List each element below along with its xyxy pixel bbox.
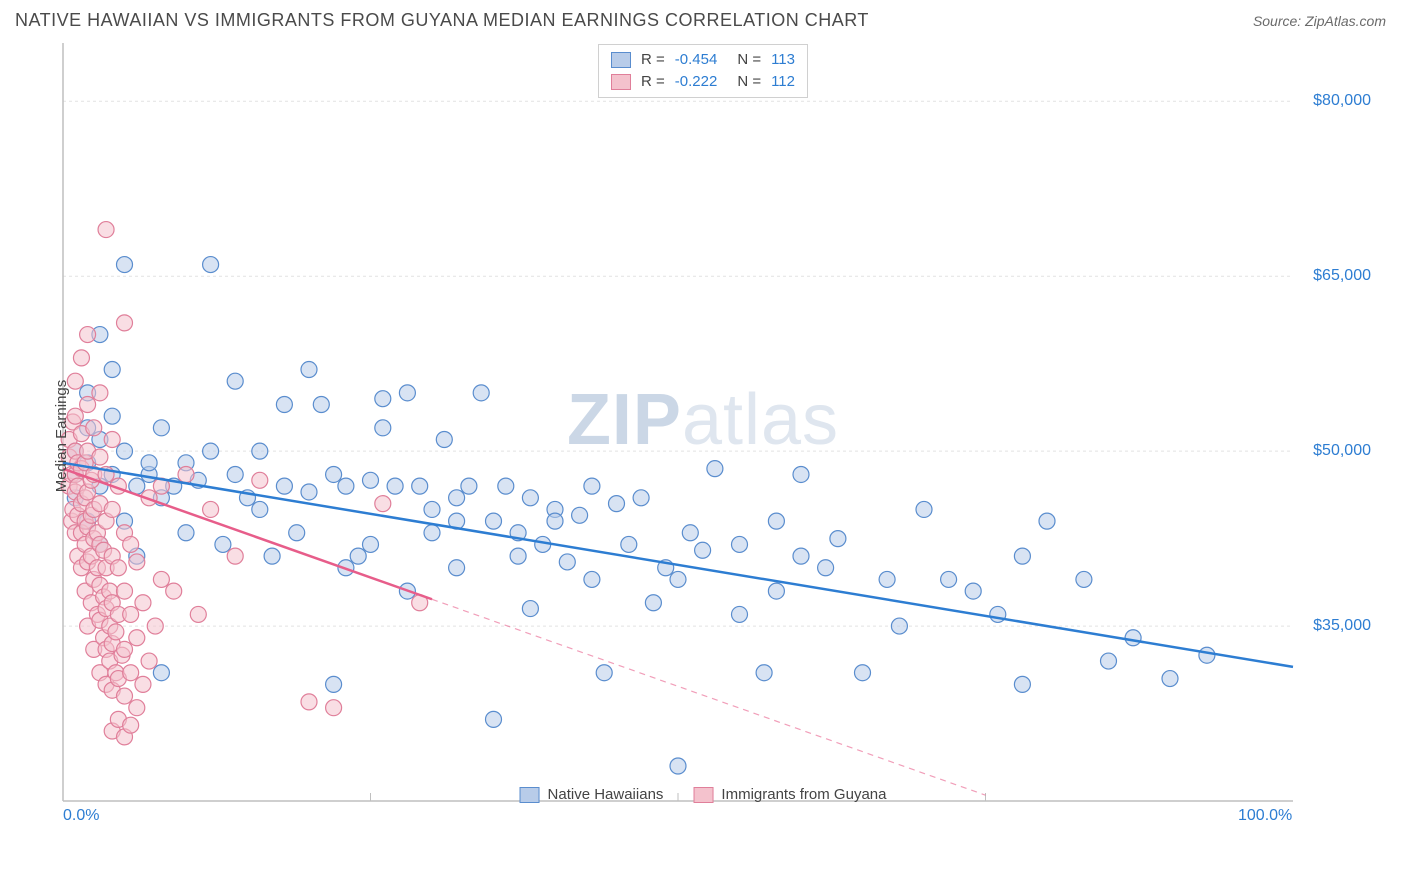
stats-swatch — [611, 74, 631, 90]
r-label: R = — [641, 71, 665, 93]
r-value: -0.454 — [675, 49, 718, 71]
legend-label: Immigrants from Guyana — [721, 786, 886, 803]
legend-item: Immigrants from Guyana — [693, 786, 886, 803]
r-label: R = — [641, 49, 665, 71]
scatter-chart — [15, 41, 1365, 831]
correlation-stats-box: R = -0.454 N = 113R = -0.222 N = 112 — [598, 44, 808, 98]
y-tick-label: $80,000 — [1313, 92, 1371, 110]
legend-label: Native Hawaiians — [548, 786, 664, 803]
n-value: 113 — [771, 49, 795, 71]
legend-item: Native Hawaiians — [520, 786, 664, 803]
stats-swatch — [611, 52, 631, 68]
r-value: -0.222 — [675, 71, 718, 93]
legend-swatch — [693, 787, 713, 803]
n-label: N = — [737, 71, 761, 93]
n-label: N = — [737, 49, 761, 71]
n-value: 112 — [771, 71, 795, 93]
y-tick-label: $50,000 — [1313, 442, 1371, 460]
chart-container: Median Earnings ZIPatlas R = -0.454 N = … — [15, 41, 1391, 831]
x-tick-label: 100.0% — [1238, 807, 1292, 825]
y-axis-label: Median Earnings — [53, 380, 70, 493]
x-tick-label: 0.0% — [63, 807, 99, 825]
stats-row: R = -0.454 N = 113 — [611, 49, 795, 71]
y-tick-label: $35,000 — [1313, 617, 1371, 635]
chart-header: NATIVE HAWAIIAN VS IMMIGRANTS FROM GUYAN… — [0, 0, 1406, 36]
legend-swatch — [520, 787, 540, 803]
source-attribution: Source: ZipAtlas.com — [1253, 13, 1386, 29]
chart-title: NATIVE HAWAIIAN VS IMMIGRANTS FROM GUYAN… — [15, 10, 869, 31]
stats-row: R = -0.222 N = 112 — [611, 71, 795, 93]
y-tick-label: $65,000 — [1313, 267, 1371, 285]
series-legend: Native Hawaiians Immigrants from Guyana — [520, 786, 887, 803]
